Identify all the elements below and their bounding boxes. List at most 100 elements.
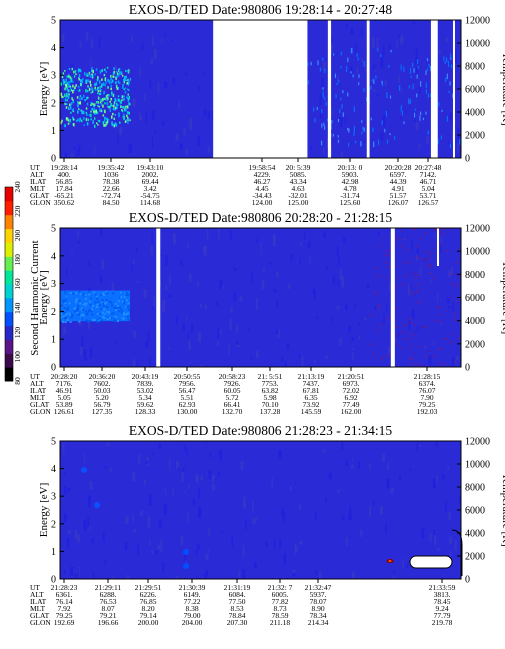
cell-alt: 7956. xyxy=(179,379,196,388)
flux-mark xyxy=(77,85,80,89)
flux-mark xyxy=(69,321,72,324)
noise-mark xyxy=(151,550,154,554)
noise-mark xyxy=(292,572,296,577)
noise-mark xyxy=(236,344,240,348)
cell-glat: 79.25 xyxy=(419,400,436,409)
cell-mlt: 5.98 xyxy=(263,393,276,402)
flux-mark xyxy=(107,310,110,313)
cell-ut: 20:50:55 xyxy=(174,372,201,381)
flux-mark xyxy=(64,93,66,98)
flux-mark xyxy=(122,317,125,320)
noise-mark xyxy=(242,569,246,579)
flux-mark xyxy=(446,250,449,252)
row-label: ILAT xyxy=(30,597,47,606)
flux-mark xyxy=(314,118,316,123)
flux-mark xyxy=(102,292,105,295)
flux-mark xyxy=(122,86,124,89)
noise-mark xyxy=(98,38,101,48)
flux-mark xyxy=(125,306,128,309)
noise-mark xyxy=(416,443,419,452)
cell-ut: 20:13: 0 xyxy=(338,163,363,172)
flux-mark xyxy=(65,95,68,98)
flux-mark xyxy=(439,231,441,233)
flux-mark xyxy=(125,119,128,122)
flux-mark xyxy=(385,276,387,279)
flux-mark xyxy=(77,104,79,108)
noise-mark xyxy=(67,530,72,535)
flux-mark xyxy=(400,331,403,333)
flux-mark xyxy=(437,362,439,364)
noise-mark xyxy=(205,569,209,577)
y2-tick-label: 12000 xyxy=(465,224,490,235)
noise-mark xyxy=(182,467,185,472)
noise-mark xyxy=(77,230,79,238)
noise-mark xyxy=(160,254,163,257)
flux-mark xyxy=(104,83,106,87)
cell-glat: 53.71 xyxy=(420,191,437,200)
noise-mark xyxy=(83,349,86,359)
flux-mark xyxy=(124,78,126,81)
noise-mark xyxy=(107,442,110,446)
cell-glat: 78.84 xyxy=(229,611,246,620)
flux-mark xyxy=(95,320,98,323)
noise-mark xyxy=(429,533,432,542)
flux-mark xyxy=(124,90,127,94)
noise-mark xyxy=(199,303,202,309)
flux-mark xyxy=(66,92,68,96)
flux-mark xyxy=(445,77,447,82)
flux-mark xyxy=(418,364,421,366)
flux-mark xyxy=(377,48,379,52)
flux-mark xyxy=(454,317,457,319)
flux-mark xyxy=(128,111,130,115)
flux-mark xyxy=(72,80,74,83)
noise-mark xyxy=(350,27,354,35)
flux-mark xyxy=(95,293,98,296)
noise-mark xyxy=(169,274,172,286)
cell-mlt: 8.20 xyxy=(141,604,154,613)
cell-glon: 125.60 xyxy=(340,198,361,207)
flux-mark xyxy=(74,310,77,313)
flux-mark xyxy=(106,120,109,123)
flux-mark xyxy=(456,262,459,264)
flux-mark xyxy=(447,267,449,269)
noise-mark xyxy=(172,77,176,85)
colorbar-segment xyxy=(5,270,13,285)
flux-mark xyxy=(101,301,104,304)
noise-mark xyxy=(351,459,353,463)
flux-mark xyxy=(115,307,118,310)
flux-mark xyxy=(94,73,96,76)
flux-mark xyxy=(372,127,374,132)
flux-mark xyxy=(87,118,90,122)
panel-title: EXOS-D/TED Date:980806 21:28:23 - 21:34:… xyxy=(129,423,392,438)
noise-mark xyxy=(276,271,279,278)
noise-mark xyxy=(165,492,167,497)
panel-title: EXOS-D/TED Date:980806 20:28:20 - 21:28:… xyxy=(129,210,392,225)
data-gap xyxy=(366,20,370,158)
flux-mark xyxy=(64,321,67,324)
flux-spot xyxy=(94,502,100,508)
noise-mark xyxy=(354,302,356,309)
cell-glat: 73.92 xyxy=(303,400,320,409)
noise-mark xyxy=(145,113,148,123)
flux-mark xyxy=(91,102,93,105)
flux-mark xyxy=(129,77,132,81)
noise-mark xyxy=(187,242,189,249)
noise-mark xyxy=(398,34,402,37)
cell-glon: 207.30 xyxy=(227,618,248,627)
row-label: ALT xyxy=(30,379,44,388)
cell-glat: 79.00 xyxy=(184,611,201,620)
noise-mark xyxy=(183,128,186,136)
flux-mark xyxy=(73,75,76,78)
noise-mark xyxy=(203,245,207,257)
noise-mark xyxy=(131,36,134,42)
noise-mark xyxy=(104,84,106,93)
flux-mark xyxy=(412,353,415,355)
flux-mark xyxy=(443,228,445,231)
noise-mark xyxy=(184,490,186,494)
noise-mark xyxy=(276,329,279,335)
noise-mark xyxy=(406,562,409,569)
flux-mark xyxy=(125,75,127,79)
y2-tick-label: 10000 xyxy=(465,39,490,50)
cell-mlt: 7.92 xyxy=(57,604,70,613)
flux-mark xyxy=(112,312,115,315)
